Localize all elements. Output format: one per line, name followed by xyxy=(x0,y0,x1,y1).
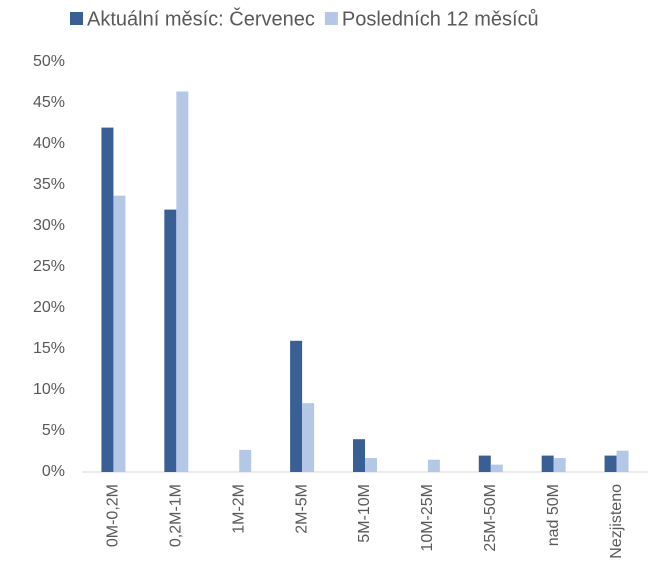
y-tick-label: 50% xyxy=(33,53,65,70)
x-tick-label: Nezjisteno xyxy=(608,484,625,559)
bar xyxy=(553,458,566,472)
y-tick-label: 40% xyxy=(33,135,65,152)
bar xyxy=(290,340,303,472)
legend-label: Posledních 12 měsíců xyxy=(342,8,539,30)
y-tick-label: 5% xyxy=(42,422,65,439)
bar xyxy=(604,455,617,472)
x-tick-label: 0M-0,2M xyxy=(105,484,122,547)
y-tick-label: 30% xyxy=(33,217,65,234)
x-tick-label: 5M-10M xyxy=(356,484,373,543)
bar xyxy=(427,459,440,472)
y-tick-label: 15% xyxy=(33,340,65,357)
bar xyxy=(541,455,554,472)
x-tick-label: 10M-25M xyxy=(419,484,436,552)
y-tick-label: 20% xyxy=(33,299,65,316)
bar xyxy=(164,209,177,472)
bar xyxy=(176,91,189,473)
x-tick-label: nad 50M xyxy=(545,484,562,546)
x-tick-label: 0,2M-1M xyxy=(168,484,185,547)
bar xyxy=(302,403,315,472)
bar xyxy=(113,195,126,472)
bar xyxy=(490,464,503,472)
y-tick-label: 25% xyxy=(33,258,65,275)
bar xyxy=(616,450,629,472)
y-tick-label: 10% xyxy=(33,381,65,398)
bar xyxy=(101,127,114,472)
bar xyxy=(353,439,365,472)
legend-label: Aktuální měsíc: Červenec xyxy=(87,7,315,30)
bar xyxy=(478,455,491,472)
legend-swatch xyxy=(324,12,338,25)
x-tick-label: 1M-2M xyxy=(230,484,247,534)
y-tick-label: 0% xyxy=(42,463,65,480)
bar xyxy=(365,458,377,472)
bar xyxy=(239,449,252,472)
y-tick-label: 35% xyxy=(33,176,65,193)
x-tick-label: 25M-50M xyxy=(482,484,499,552)
legend-swatch xyxy=(70,12,83,25)
x-tick-label: 2M-5M xyxy=(293,484,310,534)
y-tick-label: 45% xyxy=(33,94,65,111)
